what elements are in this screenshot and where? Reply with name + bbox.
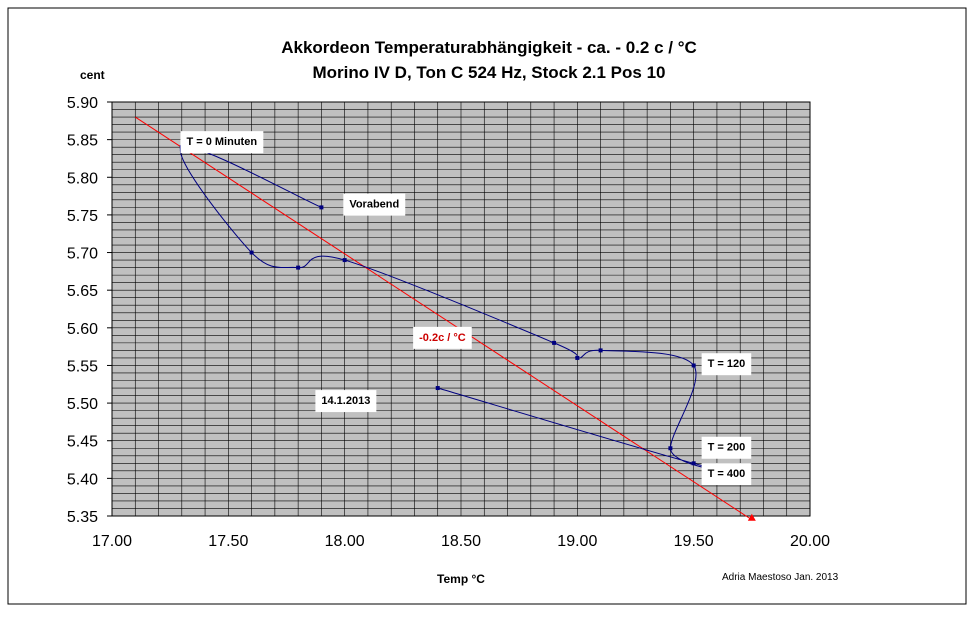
y-tick-label: 5.65 bbox=[67, 283, 98, 300]
x-tick-label: 18.50 bbox=[441, 533, 481, 550]
data-point bbox=[319, 205, 324, 210]
annotation-label-box bbox=[315, 390, 377, 413]
annotation-label-text: Vorabend bbox=[349, 199, 399, 211]
annotation-label: T = 0 Minuten bbox=[180, 131, 264, 154]
y-tick-label: 5.55 bbox=[67, 358, 98, 375]
trendline-label-text: -0.2c / °C bbox=[419, 332, 466, 344]
data-point bbox=[575, 355, 580, 360]
y-tick-label: 5.80 bbox=[67, 170, 98, 187]
annotation-label-text: T = 0 Minuten bbox=[186, 136, 257, 148]
data-point bbox=[668, 446, 673, 451]
annotation-label: T = 400 bbox=[701, 463, 752, 486]
x-tick-label: 19.50 bbox=[674, 533, 714, 550]
data-point bbox=[249, 250, 254, 255]
data-point bbox=[552, 340, 557, 345]
annotation-label: T = 120 bbox=[701, 353, 752, 376]
y-tick-label: 5.60 bbox=[67, 321, 98, 338]
y-tick-label: 5.85 bbox=[67, 133, 98, 150]
series-line bbox=[179, 146, 707, 469]
annotation-label-box bbox=[701, 463, 752, 486]
y-tick-label: 5.40 bbox=[67, 471, 98, 488]
x-axis-label: Temp °C bbox=[437, 572, 485, 586]
y-tick-label: 5.75 bbox=[67, 208, 98, 225]
trendline-label-box bbox=[413, 326, 472, 349]
annotation-label: 14.1.2013 bbox=[315, 390, 377, 413]
annotation-label: Vorabend bbox=[343, 193, 406, 216]
data-point bbox=[296, 265, 301, 270]
annotation-label-text: T = 200 bbox=[708, 442, 746, 454]
trendline-end-marker bbox=[747, 513, 756, 521]
x-tick-label: 17.00 bbox=[92, 533, 132, 550]
annotation-label-box bbox=[343, 193, 406, 216]
data-point bbox=[435, 386, 440, 391]
annotation-label: T = 200 bbox=[701, 436, 752, 459]
annotation-label-box bbox=[701, 353, 752, 376]
annotation-label-text: T = 400 bbox=[708, 468, 746, 480]
x-tick-label: 17.50 bbox=[208, 533, 248, 550]
annotation-label-text: 14.1.2013 bbox=[321, 395, 370, 407]
data-point bbox=[598, 348, 603, 353]
data-point bbox=[342, 258, 347, 263]
data-point bbox=[691, 363, 696, 368]
credit-text: Adria Maestoso Jan. 2013 bbox=[722, 572, 839, 583]
x-tick-label: 20.00 bbox=[790, 533, 830, 550]
x-tick-label: 19.00 bbox=[557, 533, 597, 550]
trendline bbox=[134, 116, 753, 521]
chart-title-line1: Akkordeon Temperaturabhängigkeit - ca. -… bbox=[281, 38, 697, 57]
x-tick-label: 18.00 bbox=[325, 533, 365, 550]
data-point bbox=[691, 461, 696, 466]
annotation-label-box bbox=[701, 436, 752, 459]
trendline-label: -0.2c / °C bbox=[413, 326, 472, 349]
y-tick-label: 5.50 bbox=[67, 396, 98, 413]
annotation-label-text: T = 120 bbox=[708, 358, 746, 370]
y-tick-label: 5.35 bbox=[67, 509, 98, 526]
y-tick-label: 5.90 bbox=[67, 95, 98, 112]
y-tick-label: 5.45 bbox=[67, 434, 98, 451]
chart-title-line2: Morino IV D, Ton C 524 Hz, Stock 2.1 Pos… bbox=[313, 63, 666, 82]
y-axis-label: cent bbox=[80, 68, 105, 82]
annotation-label-box bbox=[180, 131, 264, 154]
y-tick-label: 5.70 bbox=[67, 246, 98, 263]
